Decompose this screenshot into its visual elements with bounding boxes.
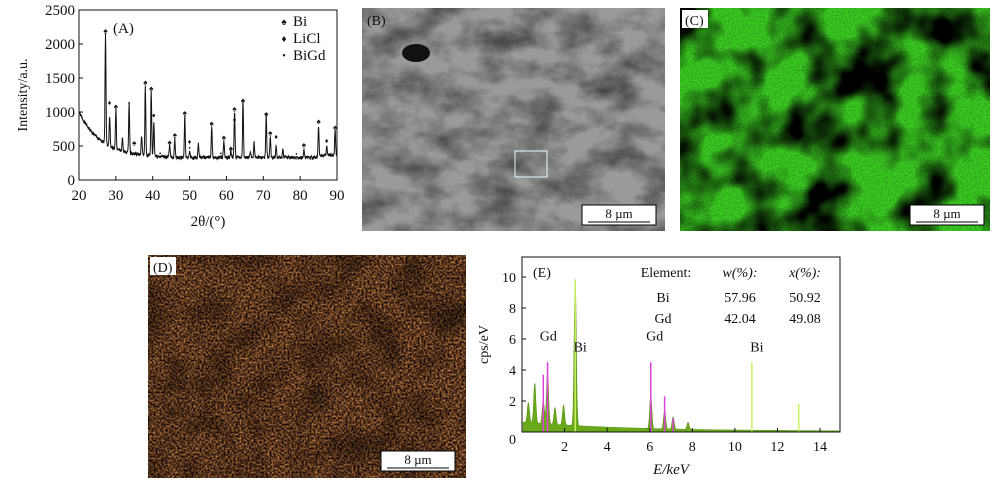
table-cell: Bi xyxy=(656,291,669,306)
x-tick-label: 90 xyxy=(330,188,345,204)
x-tick-label: 8 xyxy=(689,440,696,455)
y-tick-label: 4 xyxy=(509,364,516,379)
x-tick-label: 2 xyxy=(561,440,568,455)
panel-label-b: (B) xyxy=(367,14,386,29)
phase-marker-bigd: • xyxy=(295,150,298,158)
phase-marker-bi: ♠ xyxy=(149,84,154,93)
x-tick-label: 4 xyxy=(604,440,611,455)
xrd-chart: 20 30 40 50 60 70 80 90 0 500 1000 1500 2000 2500 2θ/(… xyxy=(16,3,345,230)
y-tick-label: 2 xyxy=(509,395,516,410)
table-cell: 57.96 xyxy=(724,291,756,306)
panel-label-a: (A) xyxy=(113,21,134,37)
phase-marker-licl: ♦ xyxy=(152,112,156,120)
phase-marker-bi: ♠ xyxy=(143,78,148,87)
y-tick-label: 8 xyxy=(509,302,516,317)
phase-marker-licl: ♦ xyxy=(108,99,112,107)
y-tick-label: 1500 xyxy=(45,71,75,87)
x-tick-label: 30 xyxy=(108,188,123,204)
table-header: x(%): xyxy=(788,266,821,281)
eds-spectrum-chart: 2 4 6 8 10 12 14 0 2 4 6 8 10 E/keV cps/eV (E) Gd Bi Gd Bi E… xyxy=(477,256,841,478)
legend-symbol: • xyxy=(282,51,286,62)
phase-marker-licl: ♦ xyxy=(233,116,237,124)
peak-label: Gd xyxy=(540,330,557,345)
x-tick-label: 70 xyxy=(256,188,271,204)
phase-marker-bi: ♠ xyxy=(268,128,273,137)
phase-marker-bi: ♠ xyxy=(229,144,234,153)
phase-marker-bi: ♠ xyxy=(173,130,178,139)
phase-marker-bi: ♠ xyxy=(168,138,173,147)
y-tick-label: 1000 xyxy=(45,105,75,121)
x-tick-label: 12 xyxy=(770,440,784,455)
peak-label: Gd xyxy=(646,330,663,345)
phase-marker-bigd: • xyxy=(188,144,191,152)
y-tick-label: 0 xyxy=(509,433,516,448)
table-cell: 50.92 xyxy=(789,291,821,306)
x-tick-label: 20 xyxy=(72,188,87,204)
x-tick-label: 60 xyxy=(219,188,234,204)
phase-marker-bi: ♠ xyxy=(264,109,269,118)
phase-marker-bigd: • xyxy=(220,150,223,158)
table-cell: 42.04 xyxy=(724,312,756,327)
phase-marker-bi: ♠ xyxy=(333,123,338,132)
plot-frame xyxy=(78,9,338,181)
table-header: Element: xyxy=(641,266,692,281)
eds-map-c: 8 µm (C) xyxy=(680,8,990,231)
scale-bar-label: 8 µm xyxy=(605,206,632,221)
x-tick-label: 6 xyxy=(646,440,653,455)
xrd-series-line xyxy=(78,32,338,161)
phase-marker-bi: ♠ xyxy=(114,102,119,111)
legend-entry: LiCl xyxy=(293,31,321,47)
phase-marker-bi: ♠ xyxy=(183,109,188,118)
y-tick-label: 0 xyxy=(68,173,76,189)
y-tick-label: 6 xyxy=(509,333,516,348)
phase-marker-licl: ♦ xyxy=(325,137,329,145)
phase-marker-bi: ♠ xyxy=(241,96,246,105)
x-tick-label: 10 xyxy=(728,440,742,455)
sem-image-b: 8 µm (B) xyxy=(362,8,665,231)
x-tick-label: 80 xyxy=(293,188,308,204)
y-tick-label: 2500 xyxy=(45,3,75,19)
phase-marker-licl: ♦ xyxy=(274,133,278,141)
phase-marker-bi: ♠ xyxy=(302,141,307,150)
y-tick-label: 10 xyxy=(502,271,516,286)
y-tick-label: 500 xyxy=(53,139,76,155)
x-tick-label: 14 xyxy=(813,440,827,455)
legend-symbol: ♠ xyxy=(281,17,287,28)
phase-marker-bi: ♠ xyxy=(222,133,227,142)
phase-marker-bi: ♠ xyxy=(103,26,108,35)
x-tick-label: 50 xyxy=(182,188,197,204)
x-axis-label: E/keV xyxy=(652,462,691,478)
y-axis-label: Intensity/a.u. xyxy=(16,58,31,131)
x-axis-label: 2θ/(°) xyxy=(191,214,226,230)
panel-label-e: (E) xyxy=(533,266,551,281)
phase-marker-bigd: • xyxy=(128,99,131,107)
peak-label: Bi xyxy=(574,340,587,355)
legend-entry: Bi xyxy=(293,14,307,30)
scale-bar-label: 8 µm xyxy=(933,206,960,221)
table-header: w(%): xyxy=(723,266,758,281)
y-axis-label: cps/eV xyxy=(477,325,492,364)
table-cell: 49.08 xyxy=(789,312,821,327)
y-tick-label: 2000 xyxy=(45,37,75,53)
phase-marker-bi: ♠ xyxy=(232,105,237,114)
legend-symbol: ♦ xyxy=(281,34,286,45)
eds-map-d: 8 µm (D) xyxy=(148,255,466,478)
scale-bar-label: 8 µm xyxy=(404,452,431,467)
table-cell: Gd xyxy=(654,312,671,327)
phase-marker-bi: ♠ xyxy=(210,119,215,128)
panel-label-d: (D) xyxy=(153,261,173,276)
phase-marker-bi: ♠ xyxy=(316,117,321,126)
phase-marker-bigd: • xyxy=(159,150,162,158)
plot-frame xyxy=(521,256,841,433)
panel-label-c: (C) xyxy=(685,14,704,29)
phase-marker-licl: ♦ xyxy=(188,138,192,146)
peak-label: Bi xyxy=(750,340,763,355)
phase-marker-bi: ♠ xyxy=(132,139,137,148)
legend-entry: BiGd xyxy=(293,48,326,64)
x-tick-label: 40 xyxy=(145,188,160,204)
